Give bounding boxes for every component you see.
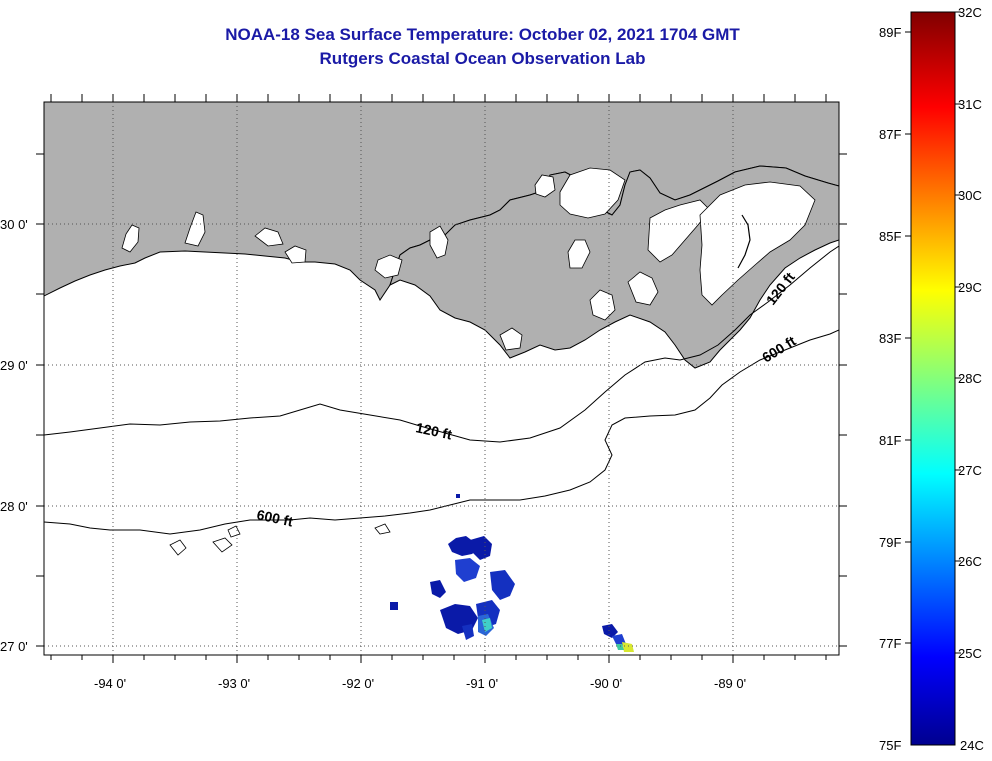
colorbar-c-label: 24C (960, 738, 984, 753)
contour-label-600ft: 600 ft (255, 506, 294, 529)
borgne-marsh (647, 199, 711, 263)
sst-pixels (390, 494, 634, 652)
lake-pontchartrain (559, 167, 626, 219)
lon-label: -91 0' (466, 676, 498, 691)
colorbar-f-label: 85F (879, 229, 901, 244)
lon-label: -90 0' (590, 676, 622, 691)
lat-label: 29 0' (0, 358, 28, 373)
lon-label: -92 0' (342, 676, 374, 691)
chandeleur-sound (699, 181, 816, 306)
colorbar-c-label: 29C (958, 280, 982, 295)
atchafalaya-bay (429, 225, 449, 259)
colorbar-c-label: 32C (958, 5, 982, 20)
colorbar-ticks (905, 11, 961, 654)
contour-loop (169, 523, 391, 556)
lat-label: 27 0' (0, 639, 28, 654)
colorbar-f-label: 83F (879, 331, 901, 346)
colorbar-f-label: 75F (879, 738, 901, 753)
colorbar-f-label: 89F (879, 25, 901, 40)
lon-label: -89 0' (714, 676, 746, 691)
breton-sound (627, 271, 659, 306)
vermilion-bay (374, 254, 403, 279)
lat-label: 28 0' (0, 499, 28, 514)
lon-label: -94 0' (94, 676, 126, 691)
colorbar-f-label: 79F (879, 535, 901, 550)
lake-maurepas (534, 174, 556, 198)
chandeleur-islands (737, 214, 751, 269)
contour-600ft (44, 329, 839, 535)
colorbar-c-label: 31C (958, 97, 982, 112)
colorbar-c-label: 27C (958, 463, 982, 478)
map-frame (43, 101, 840, 656)
lake-sabine (121, 224, 140, 253)
frame-ticks (36, 94, 847, 663)
colorbar-c-label: 28C (958, 371, 982, 386)
lon-label: -93 0' (218, 676, 250, 691)
colorbar-c-label: 30C (958, 188, 982, 203)
contour-label-120ft: 120 ft (414, 419, 453, 442)
map-title: NOAA-18 Sea Surface Temperature: October… (225, 25, 740, 44)
lake-calcasieu (184, 211, 206, 247)
graticule (44, 102, 839, 655)
map-subtitle: Rutgers Coastal Ocean Observation Lab (319, 49, 646, 68)
lat-label: 30 0' (0, 217, 28, 232)
colorbar-c-label: 26C (958, 554, 982, 569)
colorbar-c-label: 25C (958, 646, 982, 661)
colorbar-f-label: 81F (879, 433, 901, 448)
lake-salvador (567, 239, 591, 269)
terrebonne-bay (499, 327, 523, 351)
barataria-bay (589, 289, 616, 321)
white-lake (284, 245, 307, 264)
temperature-colorbar (910, 11, 956, 746)
colorbar-f-label: 77F (879, 636, 901, 651)
contour-120ft (44, 245, 839, 443)
lake-grand (254, 227, 284, 247)
colorbar-f-label: 87F (879, 127, 901, 142)
